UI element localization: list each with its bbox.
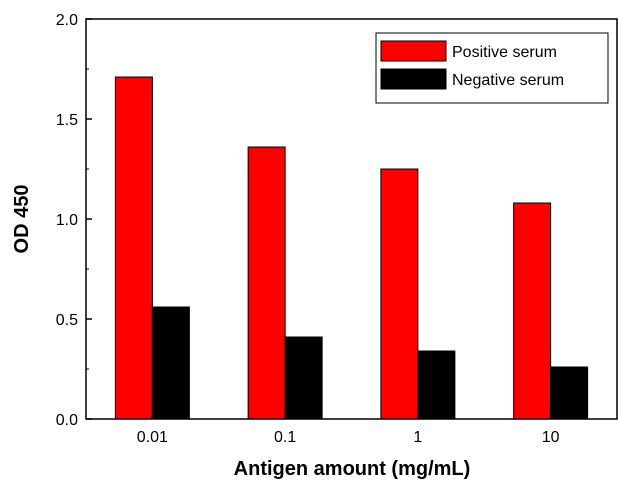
y-tick-label: 0.0 (56, 412, 78, 429)
bar-positive-1 (247, 146, 286, 420)
bars-group (114, 76, 589, 420)
bar-positive-3 (513, 202, 552, 420)
bar-negative-1 (284, 336, 323, 420)
x-tick-label: 10 (542, 429, 560, 446)
x-tick-label: 0.1 (274, 429, 296, 446)
bar-negative-2 (417, 350, 456, 420)
y-tick-label: 2.0 (56, 12, 78, 29)
y-tick-label: 1.5 (56, 112, 78, 129)
y-tick-label: 0.5 (56, 312, 78, 329)
x-axis-title: Antigen amount (mg/mL) (234, 458, 471, 480)
legend: Positive serum Negative serum (375, 32, 609, 104)
legend-swatch-positive (380, 40, 447, 62)
bar-positive-2 (380, 168, 419, 420)
bar-negative-0 (151, 306, 190, 420)
y-axis-title: OD 450 (11, 185, 33, 254)
bar-positive-0 (114, 76, 153, 420)
legend-label-negative: Negative serum (452, 72, 564, 89)
y-tick-label: 1.0 (56, 212, 78, 229)
legend-swatch-negative (380, 68, 447, 90)
legend-label-positive: Positive serum (452, 44, 557, 61)
x-tick-label: 0.01 (137, 429, 168, 446)
bar-negative-3 (550, 366, 589, 420)
x-tick-label: 1 (413, 429, 422, 446)
axis-ticks: 0.0 0.5 1.0 1.5 2.0 0.01 0.1 1 10 (56, 12, 560, 446)
